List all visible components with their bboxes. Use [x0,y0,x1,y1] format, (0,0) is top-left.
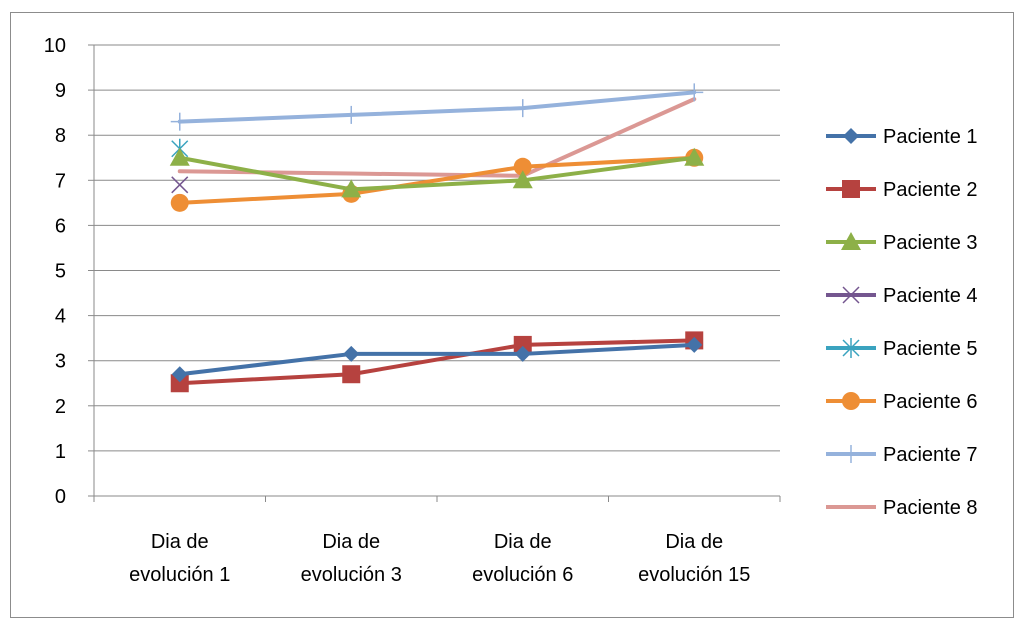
x-tick-label: Dia de evolución 1 [129,531,230,586]
legend-paciente-4: Paciente 4 [826,285,978,307]
legend-paciente-2-marker [842,180,860,198]
legend-paciente-1-label: Paciente 1 [883,126,978,148]
legend-paciente-5-marker [842,338,860,358]
series-paciente-6-point [170,193,189,212]
series-paciente-2-point [342,365,361,384]
x-tick-label: Dia de evolución 15 [638,531,750,586]
series-paciente-1-point [171,366,188,383]
legend-paciente-4-marker [842,286,860,304]
series-paciente-3-line [177,155,697,192]
y-tick-label: 6 [55,215,66,237]
series-paciente-2-line [177,338,697,386]
series-paciente-7-line [177,90,697,124]
y-tick-label: 2 [55,396,66,418]
series-paciente-1-line [177,342,697,377]
y-tick-label: 10 [44,35,66,57]
legend-paciente-5-label: Paciente 5 [883,338,978,360]
legend-paciente-6-marker [842,392,860,410]
legend-paciente-7: Paciente 7 [826,444,978,466]
series-paciente-4 [171,176,189,194]
legend-paciente-2: Paciente 2 [826,179,978,201]
series-paciente-1-point [686,336,703,353]
series-paciente-2 [170,331,704,393]
legend-paciente-7-label: Paciente 7 [883,444,978,466]
series-paciente-6-line [177,155,697,205]
legend-paciente-4-label: Paciente 4 [883,285,978,307]
series-paciente-7-point [170,112,189,131]
legend-paciente-8-label: Paciente 8 [883,497,978,519]
y-tick-label: 8 [55,125,66,147]
y-tick-label: 7 [55,170,66,192]
series-paciente-7-point [685,83,704,102]
series-paciente-3 [169,147,705,198]
series-paciente-6-point [513,157,532,176]
legend-paciente-3-label: Paciente 3 [883,232,978,254]
y-tick-label: 5 [55,261,66,283]
y-tick-label: 4 [55,306,66,328]
legend-paciente-7-marker [842,445,860,463]
legend-paciente-5: Paciente 5 [826,338,978,360]
x-tick-label: Dia de evolución 3 [301,531,402,586]
series-paciente-1-point [343,345,360,362]
chart-frame [10,12,1014,618]
series-paciente-3-point [169,147,190,166]
y-tick-label: 0 [55,486,66,508]
series-paciente-3-point [341,179,362,198]
series-paciente-7-point [513,99,532,118]
series-paciente-3-point [684,147,705,166]
legend-paciente-2-label: Paciente 2 [883,179,978,201]
series-paciente-1 [171,336,703,383]
legend-paciente-6-label: Paciente 6 [883,391,978,413]
series-paciente-3-point [512,170,533,189]
legend-paciente-1: Paciente 1 [826,126,978,148]
y-tick-label: 1 [55,441,66,463]
x-tick-label: Dia de evolución 6 [472,531,573,586]
series-paciente-2-point [170,374,189,393]
legend-paciente-8: Paciente 8 [826,497,978,519]
series-paciente-7-point [342,105,361,124]
series-paciente-2-point [513,335,532,354]
series-paciente-1-point [514,345,531,362]
legend-paciente-3-marker [841,232,861,250]
series-paciente-4-point [171,176,189,194]
y-tick-label: 3 [55,351,66,373]
legend-paciente-3: Paciente 3 [826,232,978,254]
series-paciente-7 [170,83,704,131]
legend-paciente-1-marker [843,128,859,144]
y-tick-label: 9 [55,80,66,102]
legend-paciente-6: Paciente 6 [826,391,978,413]
